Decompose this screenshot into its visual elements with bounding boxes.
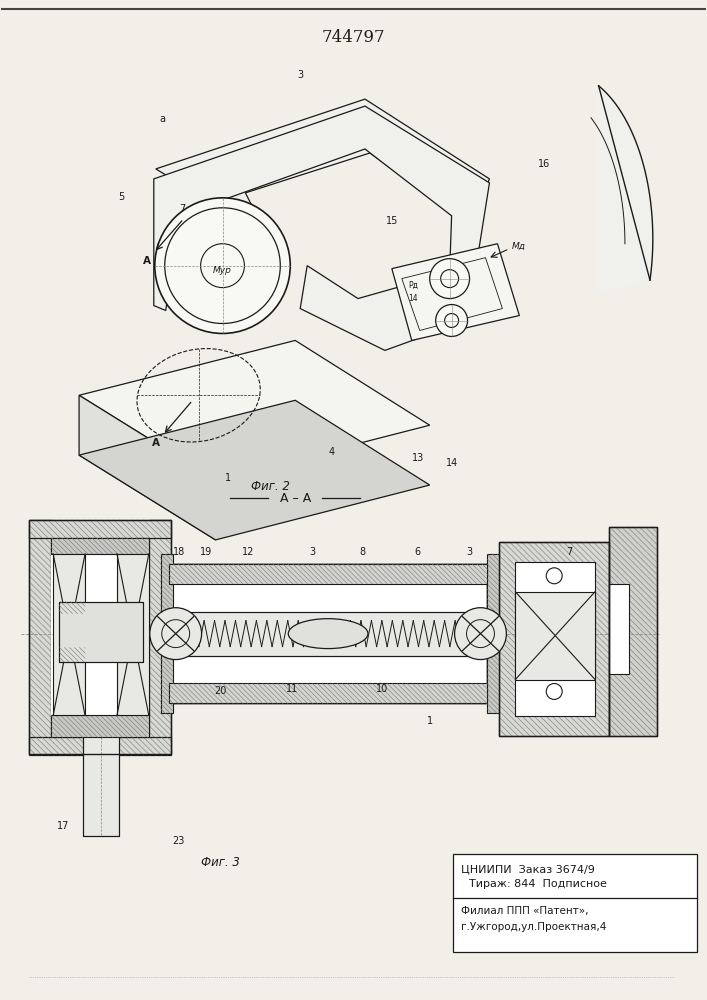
Bar xyxy=(515,592,595,680)
Text: 11: 11 xyxy=(286,684,298,694)
Polygon shape xyxy=(79,395,216,540)
Polygon shape xyxy=(599,86,653,294)
Bar xyxy=(85,554,117,715)
Bar xyxy=(169,683,487,703)
Bar xyxy=(169,612,487,656)
Bar xyxy=(29,520,51,754)
Text: А: А xyxy=(152,438,160,448)
Text: 8: 8 xyxy=(359,547,365,557)
Bar xyxy=(609,527,657,736)
Circle shape xyxy=(150,608,201,660)
Text: 14: 14 xyxy=(445,458,457,468)
Bar xyxy=(169,564,487,703)
Text: ЦНИИПИ  Заказ 3674/9: ЦНИИПИ Заказ 3674/9 xyxy=(460,864,595,874)
Text: 6: 6 xyxy=(415,547,421,557)
Text: а: а xyxy=(160,114,165,124)
Text: Рд: Рд xyxy=(408,281,418,290)
Bar xyxy=(117,554,148,715)
Text: А: А xyxy=(143,256,151,266)
Text: Мур: Мур xyxy=(213,266,232,275)
Circle shape xyxy=(430,259,469,299)
Text: 15: 15 xyxy=(385,216,398,226)
Text: 17: 17 xyxy=(57,821,69,831)
Circle shape xyxy=(547,568,562,584)
Text: Фиг. 2: Фиг. 2 xyxy=(251,480,290,493)
Bar xyxy=(452,854,696,952)
Bar xyxy=(83,736,119,836)
Text: 7: 7 xyxy=(566,547,572,557)
Bar xyxy=(609,584,629,674)
Bar xyxy=(51,715,148,737)
Text: 5: 5 xyxy=(118,192,124,202)
Polygon shape xyxy=(79,340,430,480)
Bar xyxy=(169,612,487,656)
Text: Тираж: 844  Подписное: Тираж: 844 Подписное xyxy=(469,879,607,889)
Bar xyxy=(51,538,148,737)
Text: г.Ужгород,ул.Проектная,4: г.Ужгород,ул.Проектная,4 xyxy=(460,922,606,932)
Bar xyxy=(29,737,170,755)
Bar xyxy=(487,554,499,713)
Ellipse shape xyxy=(288,619,368,649)
Bar xyxy=(160,554,173,713)
Bar xyxy=(51,538,148,554)
Text: 19: 19 xyxy=(199,547,211,557)
Text: 3: 3 xyxy=(297,70,303,80)
Circle shape xyxy=(547,683,562,699)
Bar xyxy=(59,602,143,662)
Polygon shape xyxy=(402,258,503,330)
Text: 7: 7 xyxy=(180,204,186,214)
Bar xyxy=(59,602,143,662)
Text: 13: 13 xyxy=(411,453,424,463)
Text: 1: 1 xyxy=(226,473,232,483)
Bar xyxy=(169,564,487,584)
Bar xyxy=(515,562,595,716)
Circle shape xyxy=(455,608,506,660)
Text: 4: 4 xyxy=(329,447,335,457)
Bar xyxy=(499,542,609,736)
Polygon shape xyxy=(156,99,489,239)
Bar xyxy=(609,527,657,736)
Text: 12: 12 xyxy=(243,547,255,557)
Text: Фиг. 3: Фиг. 3 xyxy=(201,856,240,869)
Text: Филиал ППП «Патент»,: Филиал ППП «Патент», xyxy=(460,906,588,916)
Polygon shape xyxy=(154,106,489,350)
Bar xyxy=(29,520,170,754)
Bar xyxy=(53,554,85,715)
Circle shape xyxy=(436,305,467,336)
Text: 10: 10 xyxy=(375,684,388,694)
Text: 3: 3 xyxy=(309,547,315,557)
Text: 3: 3 xyxy=(467,547,472,557)
Text: 1: 1 xyxy=(426,716,433,726)
Bar xyxy=(499,542,609,736)
Bar xyxy=(29,520,170,538)
Text: 20: 20 xyxy=(214,686,227,696)
Text: Мд: Мд xyxy=(511,242,525,251)
Text: 14: 14 xyxy=(408,294,418,303)
Text: 23: 23 xyxy=(173,836,185,846)
Text: 744797: 744797 xyxy=(321,29,385,46)
Bar xyxy=(69,711,131,736)
Polygon shape xyxy=(392,244,520,340)
Text: 18: 18 xyxy=(173,547,185,557)
Bar xyxy=(83,736,119,836)
Text: 16: 16 xyxy=(538,159,550,169)
Polygon shape xyxy=(79,400,430,540)
Circle shape xyxy=(155,198,291,333)
Bar xyxy=(148,520,170,754)
Text: А – А: А – А xyxy=(279,492,311,505)
Bar xyxy=(169,564,487,703)
